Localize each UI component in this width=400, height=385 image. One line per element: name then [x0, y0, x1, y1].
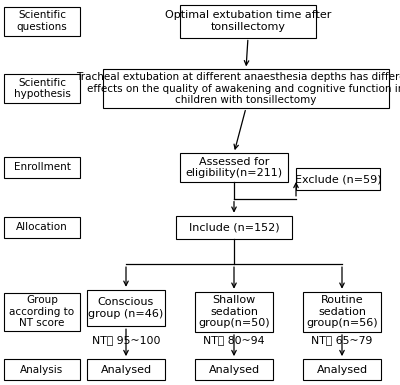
Text: NT： 95~100: NT： 95~100	[92, 335, 160, 345]
Text: Analysed: Analysed	[208, 365, 260, 375]
Text: Tracheal extubation at different anaesthesia depths has different
effects on the: Tracheal extubation at different anaesth…	[76, 72, 400, 105]
Text: Analysis: Analysis	[20, 365, 64, 375]
Text: Include (n=152): Include (n=152)	[189, 222, 279, 232]
Text: Assessed for
eligibility(n=211): Assessed for eligibility(n=211)	[186, 157, 282, 178]
Text: Shallow
sedation
group(n=50): Shallow sedation group(n=50)	[198, 295, 270, 328]
FancyBboxPatch shape	[4, 157, 80, 178]
FancyBboxPatch shape	[195, 292, 273, 332]
FancyBboxPatch shape	[87, 290, 165, 326]
FancyBboxPatch shape	[103, 69, 389, 108]
Text: NT： 80~94: NT： 80~94	[203, 335, 265, 345]
FancyBboxPatch shape	[4, 359, 80, 380]
Text: Enrollment: Enrollment	[14, 162, 70, 172]
FancyBboxPatch shape	[4, 216, 80, 238]
Text: Group
according to
NT score: Group according to NT score	[10, 295, 74, 328]
Text: Analysed: Analysed	[100, 365, 152, 375]
Text: Allocation: Allocation	[16, 222, 68, 232]
FancyBboxPatch shape	[4, 74, 80, 103]
Text: NT： 65~79: NT： 65~79	[311, 335, 373, 345]
Text: Scientific
hypothesis: Scientific hypothesis	[14, 78, 70, 99]
FancyBboxPatch shape	[296, 168, 380, 189]
FancyBboxPatch shape	[87, 359, 165, 380]
FancyBboxPatch shape	[303, 292, 381, 332]
FancyBboxPatch shape	[180, 153, 288, 182]
FancyBboxPatch shape	[176, 216, 292, 239]
Text: Optimal extubation time after
tonsillectomy: Optimal extubation time after tonsillect…	[165, 10, 331, 32]
Text: Routine
sedation
group(n=56): Routine sedation group(n=56)	[306, 295, 378, 328]
FancyBboxPatch shape	[4, 7, 80, 36]
Text: Conscious
group (n=46): Conscious group (n=46)	[88, 297, 164, 319]
Text: Exclude (n=59): Exclude (n=59)	[295, 174, 381, 184]
FancyBboxPatch shape	[303, 359, 381, 380]
FancyBboxPatch shape	[195, 359, 273, 380]
FancyBboxPatch shape	[4, 293, 80, 331]
Text: Analysed: Analysed	[316, 365, 368, 375]
Text: Scientific
questions: Scientific questions	[17, 10, 67, 32]
FancyBboxPatch shape	[180, 5, 316, 38]
